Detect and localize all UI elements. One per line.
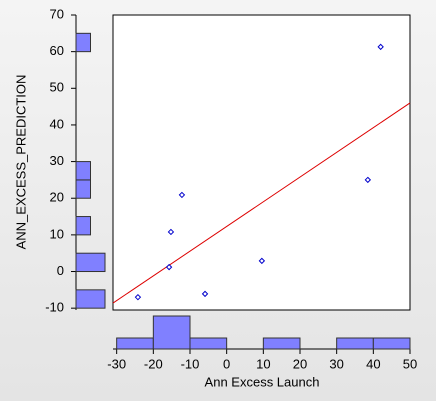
point bbox=[167, 228, 175, 236]
x-tick-label: -30 bbox=[107, 356, 126, 371]
y-tick-label: 40 bbox=[50, 116, 64, 131]
point bbox=[165, 263, 173, 271]
plot-area bbox=[112, 14, 411, 311]
x-hist-bar bbox=[262, 337, 301, 350]
x-tick-label: 50 bbox=[403, 356, 417, 371]
x-hist-bar bbox=[116, 337, 154, 350]
point bbox=[201, 290, 209, 298]
y-hist-bar bbox=[75, 32, 91, 53]
x-tick-label: 30 bbox=[329, 356, 343, 371]
fit-line bbox=[112, 102, 411, 304]
y-hist-bar bbox=[75, 179, 91, 199]
x-hist-bar bbox=[189, 337, 228, 350]
y-tick-label: 20 bbox=[50, 190, 64, 205]
y-tick-label: 70 bbox=[50, 6, 64, 21]
y-tick-label: 50 bbox=[50, 80, 64, 95]
x-tick-label: 10 bbox=[256, 356, 270, 371]
y-hist-bar bbox=[75, 252, 106, 273]
y-tick-label: 10 bbox=[50, 226, 64, 241]
x-tick-label: -10 bbox=[181, 356, 200, 371]
y-hist-bar bbox=[75, 161, 91, 181]
y-tick-label: -10 bbox=[45, 300, 64, 315]
point bbox=[364, 176, 372, 184]
point bbox=[134, 293, 142, 301]
x-tick-label: 0 bbox=[223, 356, 230, 371]
x-axis-label: Ann Excess Launch bbox=[205, 374, 320, 389]
x-hist-bar bbox=[152, 315, 191, 350]
x-tick-label: 40 bbox=[366, 356, 380, 371]
y-tick-label: 0 bbox=[57, 263, 64, 278]
x-tick-label: 20 bbox=[293, 356, 307, 371]
y-hist-bar bbox=[75, 216, 91, 236]
y-axis-label: ANN_EXCESS_PREDICTION bbox=[13, 75, 28, 250]
point bbox=[258, 257, 266, 265]
x-hist-bar bbox=[372, 337, 411, 350]
y-tick-label: 30 bbox=[50, 153, 64, 168]
point bbox=[377, 43, 384, 51]
point bbox=[178, 191, 186, 199]
x-tick-label: -20 bbox=[144, 356, 163, 371]
y-tick-label: 60 bbox=[50, 43, 64, 58]
y-hist-bar bbox=[75, 289, 106, 309]
x-hist-bar bbox=[336, 337, 374, 350]
